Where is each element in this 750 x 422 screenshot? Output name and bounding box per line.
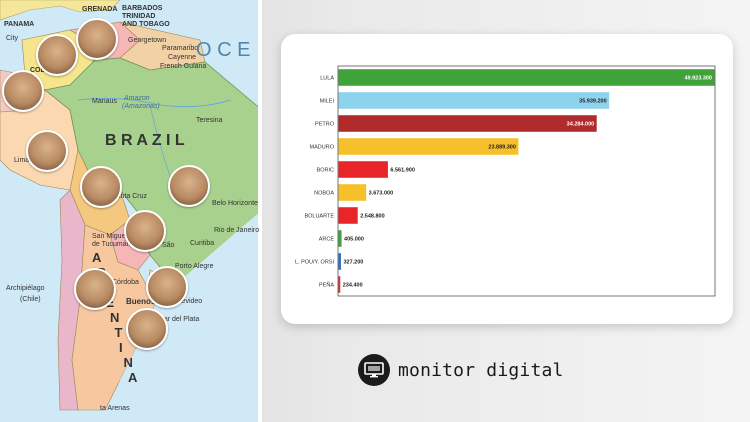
category-label: BORIC bbox=[317, 168, 334, 174]
argentina-letter: A bbox=[92, 250, 102, 265]
category-label: ARCE bbox=[319, 237, 335, 243]
label-manaus: Manaus bbox=[92, 98, 117, 105]
portrait-7 bbox=[124, 210, 166, 252]
portrait-10 bbox=[126, 308, 168, 350]
bar-chart: LULA 49.923.300 MILEI 35.939.200 PETRO 34.284… bbox=[295, 65, 716, 297]
label-grenada: GRENADA bbox=[82, 6, 117, 13]
label-mar-del-plata: Mar del Plata bbox=[158, 316, 199, 323]
brand-name: monitor digital bbox=[398, 359, 564, 381]
label-ocean: O C E bbox=[196, 39, 250, 61]
portrait-1 bbox=[36, 34, 78, 76]
argentina-letter: N bbox=[110, 310, 119, 325]
south-america-map: GRENADA BARBADOS TRINIDAD AND TOBAGO Geo… bbox=[0, 0, 262, 422]
label-curitiba: Curitiba bbox=[190, 240, 214, 247]
value-label: 6.561.900 bbox=[390, 168, 414, 174]
label-paramaribo: Paramaribo bbox=[162, 45, 198, 52]
argentina-letter: T bbox=[115, 325, 123, 340]
label-cayenne: Cayenne bbox=[168, 54, 196, 61]
bar-3 bbox=[338, 138, 519, 155]
value-label: 3.673.000 bbox=[369, 191, 393, 197]
bar-0 bbox=[338, 69, 715, 86]
portrait-8 bbox=[74, 268, 116, 310]
label-amazonas: (Amazonas) bbox=[122, 103, 160, 110]
label-cordoba: Córdoba bbox=[112, 279, 139, 286]
bar-8 bbox=[338, 253, 341, 270]
label-trinidad: TRINIDAD bbox=[122, 13, 155, 20]
category-label: PETRO bbox=[315, 122, 335, 128]
category-label: MADURO bbox=[310, 145, 335, 151]
portrait-3 bbox=[2, 70, 44, 112]
argentina-letter: A bbox=[128, 370, 138, 385]
bar-1 bbox=[338, 92, 610, 109]
argentina-letter: N bbox=[124, 355, 133, 370]
chart-card: LULA 49.923.300 MILEI 35.939.200 PETRO 34.284… bbox=[281, 34, 733, 324]
label-sao: São bbox=[162, 242, 175, 249]
category-label: MILEI bbox=[320, 99, 335, 105]
label-rio: Rio de Janeiro bbox=[214, 227, 259, 234]
bar-5 bbox=[338, 184, 367, 201]
brand-logo: monitor digital bbox=[358, 352, 564, 388]
value-label: 34.284.000 bbox=[567, 122, 595, 128]
label-arenas: ta Arenas bbox=[100, 405, 130, 412]
bar-7 bbox=[338, 230, 342, 247]
label-tobago: AND TOBAGO bbox=[122, 21, 170, 28]
category-label: BOLUARTE bbox=[304, 214, 334, 220]
value-label: 234.400 bbox=[343, 283, 363, 289]
bar-2 bbox=[338, 115, 597, 132]
label-french-guiana: French Guiana bbox=[160, 63, 206, 70]
category-label: L. POU/Y. ORSI bbox=[295, 260, 334, 266]
label-archipelago: Archipiélago bbox=[6, 285, 45, 292]
label-city: City bbox=[6, 35, 19, 42]
label-barbados: BARBADOS bbox=[122, 5, 163, 12]
value-label: 2.548.800 bbox=[360, 214, 384, 220]
value-label: 23.889.300 bbox=[488, 145, 516, 151]
portrait-4 bbox=[26, 130, 68, 172]
value-label: 405.000 bbox=[344, 237, 364, 243]
monitor-icon bbox=[358, 354, 390, 386]
label-tucuman: de Tucumán bbox=[92, 241, 131, 248]
label-brazil: B R A Z I L bbox=[105, 132, 185, 149]
bar-9 bbox=[338, 276, 341, 293]
value-label: 327.200 bbox=[343, 260, 363, 266]
label-santa-cruz: Santa Cruz bbox=[112, 193, 148, 200]
label-georgetown: Georgetown bbox=[128, 37, 166, 44]
value-label: 49.923.300 bbox=[684, 76, 712, 82]
label-porto-alegre: Porto Alegre bbox=[175, 263, 214, 270]
label-teresina: Teresina bbox=[196, 117, 223, 124]
bar-4 bbox=[338, 161, 388, 178]
value-label: 35.939.200 bbox=[579, 99, 607, 105]
portrait-6 bbox=[168, 165, 210, 207]
bar-6 bbox=[338, 207, 358, 224]
label-lima: Lima bbox=[14, 157, 29, 164]
label-buenos: Buenos bbox=[126, 297, 156, 306]
category-label: LULA bbox=[320, 76, 334, 82]
category-label: NOBOA bbox=[314, 191, 334, 197]
label-belo-horizonte: Belo Horizonte bbox=[212, 200, 258, 207]
label-san-miguel: San Miguel bbox=[92, 233, 127, 240]
label-chile: (Chile) bbox=[20, 296, 41, 303]
category-label: PEÑA bbox=[319, 282, 334, 289]
label-panama: PANAMA bbox=[4, 21, 34, 28]
portrait-9 bbox=[146, 266, 188, 308]
argentina-letter: I bbox=[119, 340, 123, 355]
label-amazon: Amazon bbox=[123, 95, 150, 102]
label-montevideo: Montevideo bbox=[166, 298, 202, 305]
portrait-2 bbox=[76, 18, 118, 60]
portrait-5 bbox=[80, 166, 122, 208]
